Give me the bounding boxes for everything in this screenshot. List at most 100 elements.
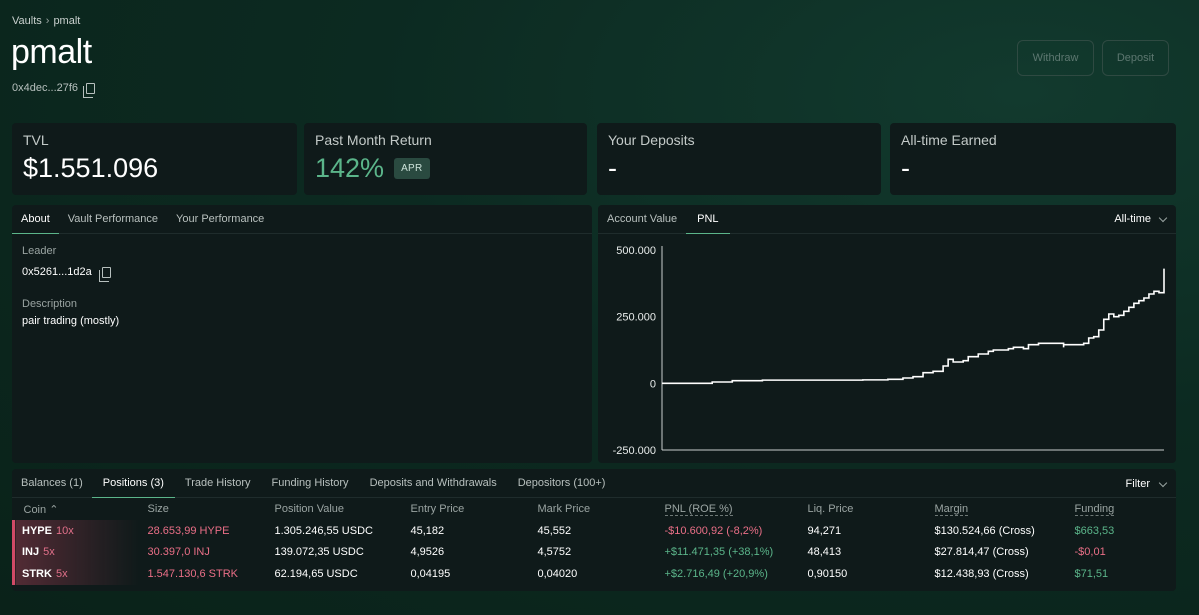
size-cell: 30.397,0 INJ <box>147 546 210 559</box>
leader-row: 0x5261...1d2a <box>22 266 582 282</box>
range-select[interactable]: All-time <box>1114 213 1168 225</box>
entry-price-cell: 0,04195 <box>410 567 451 580</box>
pnl-cell: +$2.716,49 (+20,9%) <box>664 567 768 580</box>
chart-tabs: Account Value PNL <box>598 205 1176 234</box>
all-time-earned-value: - <box>901 153 910 183</box>
header-entry-price: Entry Price <box>410 503 465 515</box>
funding-cell: -$0,01 <box>1074 546 1106 559</box>
entry-price-cell: 45,182 <box>410 524 445 537</box>
filter-dropdown[interactable]: Filter <box>1125 478 1168 490</box>
header-coin[interactable]: Coin ⌃ <box>23 503 59 516</box>
month-return-row: 142% APR <box>315 153 576 184</box>
size-cell: 28.653,99 HYPE <box>147 524 230 537</box>
header-pnl: PNL (ROE %) <box>664 503 733 516</box>
pnl-series-line <box>662 268 1165 385</box>
table-row[interactable]: HYPE 10x 28.653,99 HYPE 1.305.246,55 USDC… <box>12 520 1177 542</box>
y-tick-label: -250.000 <box>613 445 656 457</box>
your-deposits-label: Your Deposits <box>608 132 695 148</box>
all-time-earned-card: All-time Earned - <box>890 123 1176 195</box>
coin-cell[interactable]: STRK 5x <box>12 563 138 585</box>
tab-pnl[interactable]: PNL <box>686 205 730 234</box>
position-value-cell: 1.305.246,55 USDC <box>274 524 373 537</box>
y-tick-label: 500.000 <box>616 245 656 257</box>
vault-address: 0x4dec...27f6 <box>12 82 96 98</box>
coin-cell[interactable]: INJ 5x <box>12 541 138 563</box>
tab-vault-performance[interactable]: Vault Performance <box>67 213 159 225</box>
chevron-down-icon <box>1158 213 1168 222</box>
pnl-cell: -$10.600,92 (-8,2%) <box>664 524 763 537</box>
coin-cell[interactable]: HYPE 10x <box>12 520 138 542</box>
header-margin: Margin <box>934 503 969 516</box>
tab-your-performance[interactable]: Your Performance <box>176 213 265 225</box>
breadcrumb-vaults-link[interactable]: Vaults <box>12 15 42 27</box>
info-tabs: About Vault Performance Your Performance <box>12 205 592 234</box>
withdraw-button[interactable]: Withdraw <box>1017 40 1094 76</box>
entry-price-cell: 4,9526 <box>410 546 445 559</box>
margin-cell: $12.438,93 (Cross) <box>934 567 1029 580</box>
copy-icon[interactable] <box>98 266 111 282</box>
funding-cell: $663,53 <box>1074 524 1115 537</box>
leader-label: Leader <box>22 245 57 257</box>
chart-panel: Account Value PNL All-time 500.000 250.00… <box>598 205 1176 463</box>
vault-address-text: 0x4dec...27f6 <box>12 82 79 94</box>
liq-price-cell: 94,271 <box>807 524 842 537</box>
range-select-value: All-time <box>1114 213 1151 225</box>
tvl-label: TVL <box>23 132 49 148</box>
tab-funding-history[interactable]: Funding History <box>271 477 349 489</box>
header-position-value: Position Value <box>274 503 345 515</box>
tab-deposits-withdrawals[interactable]: Deposits and Withdrawals <box>369 477 497 489</box>
description-label: Description <box>22 298 78 310</box>
tab-about[interactable]: About <box>12 205 59 234</box>
position-value-cell: 62.194,65 USDC <box>274 567 358 580</box>
mark-price-cell: 45,552 <box>537 524 572 537</box>
mark-price-cell: 0,04020 <box>537 567 578 580</box>
table-row[interactable]: STRK 5x 1.547.130,6 STRK 62.194,65 USDC 0… <box>12 563 1177 585</box>
pnl-cell: +$11.471,35 (+38,1%) <box>664 546 774 559</box>
y-tick-label: 250.000 <box>616 312 656 324</box>
positions-panel: Balances (1) Positions (3) Trade History… <box>12 469 1176 591</box>
breadcrumb: Vaults › pmalt <box>12 15 80 27</box>
month-return-card: Past Month Return 142% APR <box>304 123 587 195</box>
tab-account-value[interactable]: Account Value <box>607 213 678 225</box>
mark-price-cell: 4,5752 <box>537 546 572 559</box>
tvl-card: TVL $1.551.096 <box>12 123 297 195</box>
deposit-button[interactable]: Deposit <box>1102 40 1169 76</box>
size-cell: 1.547.130,6 STRK <box>147 567 239 580</box>
tab-balances[interactable]: Balances (1) <box>21 477 83 489</box>
funding-cell: $71,51 <box>1074 567 1109 580</box>
month-return-label: Past Month Return <box>315 132 432 148</box>
margin-cell: $130.524,66 (Cross) <box>934 524 1035 537</box>
margin-cell: $27.814,47 (Cross) <box>934 546 1029 559</box>
tab-trade-history[interactable]: Trade History <box>184 477 251 489</box>
header-mark-price: Mark Price <box>537 503 591 515</box>
header-size: Size <box>147 503 169 515</box>
month-return-value: 142% <box>315 153 385 183</box>
table-row[interactable]: INJ 5x 30.397,0 INJ 139.072,35 USDC 4,952… <box>12 541 1177 563</box>
description-value: pair trading (mostly) <box>22 315 120 327</box>
tvl-value: $1.551.096 <box>23 153 159 183</box>
header-funding: Funding <box>1074 503 1115 516</box>
liq-price-cell: 48,413 <box>807 546 842 559</box>
positions-tabs: Balances (1) Positions (3) Trade History… <box>12 469 1176 498</box>
chevron-right-icon: › <box>45 15 50 27</box>
all-time-earned-label: All-time Earned <box>901 132 997 148</box>
chevron-up-icon: ⌃ <box>49 503 59 516</box>
apr-badge: APR <box>394 158 430 179</box>
header-liq-price: Liq. Price <box>807 503 854 515</box>
liq-price-cell: 0,90150 <box>807 567 848 580</box>
about-body: Leader 0x5261...1d2a Description pair tr… <box>12 234 592 338</box>
tab-positions[interactable]: Positions (3) <box>91 469 175 498</box>
your-deposits-value: - <box>608 153 617 183</box>
tab-depositors[interactable]: Depositors (100+) <box>517 477 606 489</box>
leader-address[interactable]: 0x5261...1d2a <box>22 266 92 278</box>
positions-table: Coin ⌃ Size Position Value Entry Price M… <box>12 498 1176 585</box>
your-deposits-card: Your Deposits - <box>597 123 881 195</box>
copy-icon[interactable] <box>83 82 96 98</box>
breadcrumb-current: pmalt <box>53 15 81 27</box>
table-header-row: Coin ⌃ Size Position Value Entry Price M… <box>14 498 1177 520</box>
filter-label: Filter <box>1125 478 1150 490</box>
page-title: pmalt <box>11 33 92 71</box>
chevron-down-icon <box>1158 478 1168 487</box>
y-tick-label: 0 <box>650 378 656 390</box>
pnl-chart: 500.000 250.000 0 -250.000 <box>613 245 1165 457</box>
